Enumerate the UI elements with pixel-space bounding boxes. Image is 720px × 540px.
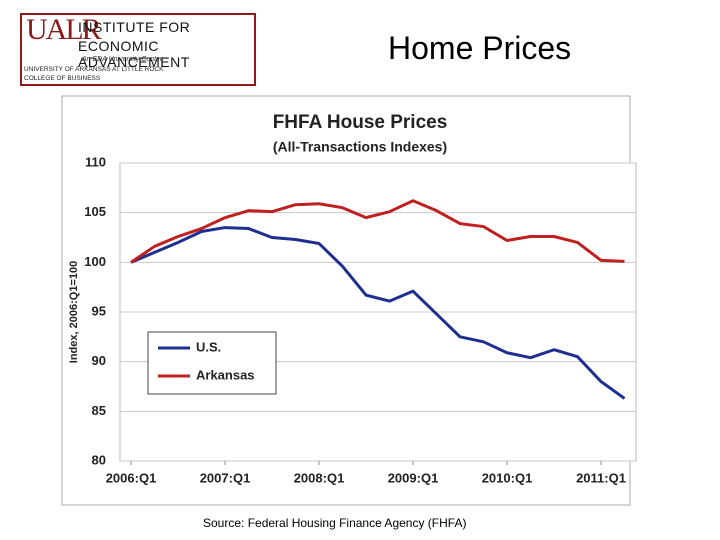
chart-title: FHFA House Prices (273, 112, 448, 133)
y-tick-label: 105 (84, 204, 106, 219)
y-tick-label: 80 (92, 452, 106, 467)
series-line (130, 226, 626, 400)
logo-tagline: An EDA University Center (82, 56, 163, 63)
legend-label: U.S. (196, 339, 221, 354)
y-axis-label: Index, 2006:Q1=100 (68, 261, 80, 363)
x-tick-label: 2006:Q1 (106, 470, 157, 485)
logo-university: UNIVERSITY OF ARKANSAS AT LITTLE ROCK (24, 66, 164, 73)
y-tick-label: 95 (92, 303, 106, 318)
logo-line: ECONOMIC ADVANCEMENT (78, 38, 190, 70)
x-tick-label: 2009:Q1 (388, 470, 439, 485)
logo-college: COLLEGE OF BUSINESS (24, 75, 101, 82)
series-line (130, 199, 625, 264)
y-tick-label: 90 (92, 353, 106, 368)
y-tick-label: 110 (85, 154, 106, 169)
slide-title: Home Prices (388, 30, 572, 66)
x-tick-label: 2011:Q1 (576, 470, 626, 485)
logo: UALR INSTITUTE FOR ECONOMIC ADVANCEMENT … (20, 13, 256, 86)
legend-label: Arkansas (196, 367, 255, 382)
y-tick-label: 85 (92, 403, 106, 418)
logo-line: INSTITUTE FOR (78, 19, 191, 35)
x-tick-label: 2008:Q1 (294, 470, 345, 485)
legend-box (147, 331, 277, 395)
chart-subtitle: (All-Transactions Indexes) (273, 139, 447, 155)
source: Source: Federal Housing Finance Agency (… (203, 516, 467, 530)
x-tick-label: 2010:Q1 (482, 470, 533, 485)
x-tick-label: 2007:Q1 (200, 470, 251, 485)
y-tick-label: 100 (84, 254, 106, 269)
